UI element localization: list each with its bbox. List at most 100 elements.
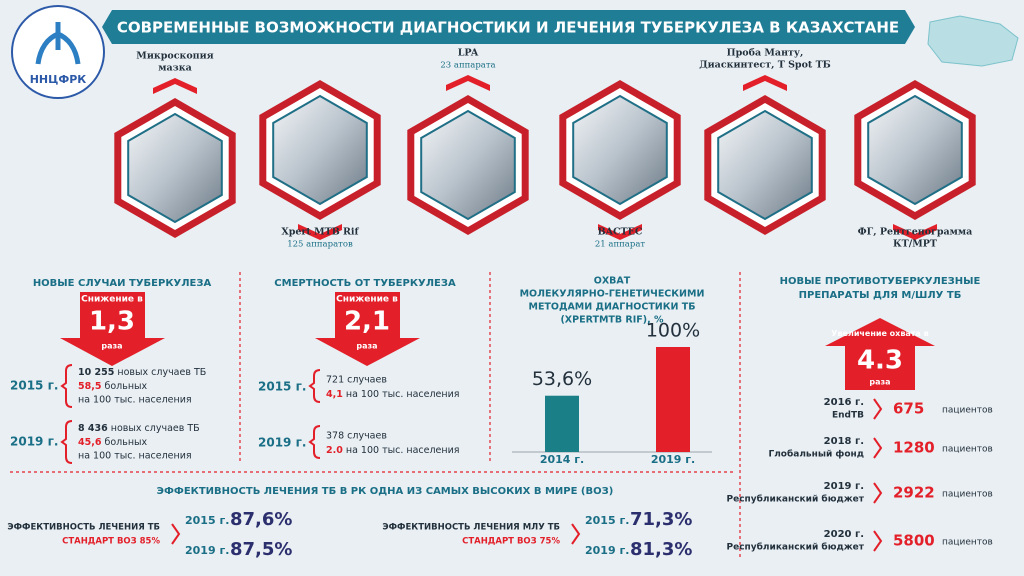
section-title: СМЕРТНОСТЬ ОТ ТУБЕРКУЛЕЗА — [274, 278, 456, 289]
per: на 100 тыс. населения — [346, 389, 460, 400]
method-sub: 23 аппарата — [440, 61, 495, 71]
hex-inner — [867, 94, 963, 206]
method-label: Микроскопия — [136, 51, 213, 62]
year: 2015 г. — [258, 380, 306, 394]
unit: пациентов — [942, 406, 993, 416]
eff-value: 81,3% — [630, 539, 692, 560]
per: на 100 тыс. населения — [78, 395, 192, 406]
map-icon — [927, 15, 1019, 67]
hex-image — [128, 114, 222, 222]
title-banner — [102, 10, 915, 44]
method-label: ФГ, Рентгенограмма — [858, 227, 973, 238]
section-title: ОХВАТ — [594, 276, 631, 287]
method-label: мазка — [158, 63, 192, 74]
chevron — [598, 224, 642, 240]
hex-image — [573, 96, 667, 204]
chevron — [873, 398, 883, 420]
per: на 100 тыс. населения — [78, 451, 192, 462]
count: 5800 — [893, 532, 935, 550]
logo — [11, 5, 105, 99]
line: 2.0 на 100 тыс. населения — [326, 445, 460, 456]
chevron — [873, 482, 883, 504]
logo-text: ННЦФРК — [30, 73, 87, 86]
arrow-text: Увеличение охвата в — [831, 329, 928, 338]
hex-inner — [420, 109, 516, 221]
brace — [308, 369, 321, 403]
count: 675 — [893, 400, 924, 418]
category-label: 2019 г. — [651, 453, 695, 466]
arrow-text: Снижение в — [81, 295, 143, 305]
eff-standard: СТАНДАРТ ВОЗ 85% — [62, 537, 160, 547]
count: 2922 — [893, 484, 935, 502]
eff-standard: СТАНДАРТ ВОЗ 75% — [462, 537, 560, 547]
method-label: Диаскинтест, T Spot ТБ — [699, 60, 831, 71]
hex-image — [421, 111, 515, 219]
source: Республиканский бюджет — [727, 494, 865, 505]
unit: пациентов — [942, 538, 993, 548]
section-title: ЭФФЕКТИВНОСТЬ ЛЕЧЕНИЯ ТБ В РК ОДНА ИЗ СА… — [157, 486, 614, 497]
cases-text: новых случаев ТБ — [111, 423, 200, 434]
chevron — [873, 530, 883, 552]
year: 2020 г. — [824, 529, 864, 540]
method-label: Xpert MTB Rif — [281, 227, 359, 238]
rate: 4,1 — [326, 389, 343, 400]
rate: 58,5 — [78, 381, 101, 392]
arrow-value: 1,3 — [89, 307, 135, 337]
down-arrow — [60, 292, 165, 366]
down-arrow — [315, 292, 420, 366]
value-label: 53,6% — [532, 368, 592, 390]
eff-label: ЭФФЕКТИВНОСТЬ ЛЕЧЕНИЯ МЛУ ТБ — [382, 523, 560, 533]
line: 4,1 на 100 тыс. населения — [326, 389, 460, 400]
line: 58,5 больных — [78, 381, 148, 392]
year: 2019 г. — [258, 436, 306, 450]
cases-text: новых случаев ТБ — [117, 367, 206, 378]
year: 2019 г. — [824, 481, 864, 492]
unit: пациентов — [942, 445, 993, 455]
hex-image — [718, 111, 812, 219]
eff-year: 2015 г. — [585, 514, 629, 527]
chevron — [153, 78, 197, 94]
rate: 2.0 — [326, 445, 343, 456]
page-title: СОВРЕМЕННЫЕ ВОЗМОЖНОСТИ ДИАГНОСТИКИ И ЛЕ… — [117, 19, 899, 37]
method-sub: 21 аппарат — [595, 240, 645, 250]
count: 1280 — [893, 439, 935, 457]
section-title: НОВЫЕ СЛУЧАИ ТУБЕРКУЛЕЗА — [33, 278, 212, 289]
unit: пациентов — [942, 490, 993, 500]
section-title: МЕТОДАМИ ДИАГНОСТИКИ ТБ — [528, 302, 695, 313]
method-label: BACTEC — [598, 227, 643, 238]
hex-inner — [272, 94, 368, 206]
cases: 8 436 — [78, 423, 108, 434]
chevron — [571, 523, 581, 545]
chevron — [893, 224, 937, 240]
cases: 378 случаев — [326, 431, 387, 442]
per: на 100 тыс. населения — [346, 445, 460, 456]
chevron — [743, 75, 787, 91]
hex-inner — [572, 94, 668, 206]
section-title: ПРЕПАРАТЫ ДЛЯ М/ШЛУ ТБ — [799, 290, 962, 301]
hex-image — [273, 96, 367, 204]
line: 45,6 больных — [78, 437, 148, 448]
eff-year: 2015 г. — [185, 514, 229, 527]
method-sub: 125 аппаратов — [287, 240, 353, 250]
arrow-text: Увеличение охвата в — [831, 329, 928, 338]
eff-value: 71,3% — [630, 509, 692, 530]
logo-lungs — [35, 22, 81, 65]
cases: 10 255 — [78, 367, 114, 378]
category-label: 2014 г. — [540, 453, 584, 466]
year: 2018 г. — [824, 436, 864, 447]
arrow-value: 2,1 — [344, 307, 390, 337]
line: 8 436 новых случаев ТБ — [78, 423, 200, 434]
brace — [308, 425, 321, 459]
section-title: (XPERTMTB RIF), % — [560, 315, 664, 326]
chevron — [873, 437, 883, 459]
chevron — [298, 224, 342, 240]
source: Республиканский бюджет — [727, 542, 865, 553]
chevron — [171, 523, 181, 545]
line: 10 255 новых случаев ТБ — [78, 367, 206, 378]
eff-value: 87,5% — [230, 539, 292, 560]
source: EndTB — [832, 411, 864, 421]
section-title: НОВЫЕ ПРОТИВОТУБЕРКУЛЕЗНЫЕ — [780, 276, 981, 287]
eff-year: 2019 г. — [585, 544, 629, 557]
